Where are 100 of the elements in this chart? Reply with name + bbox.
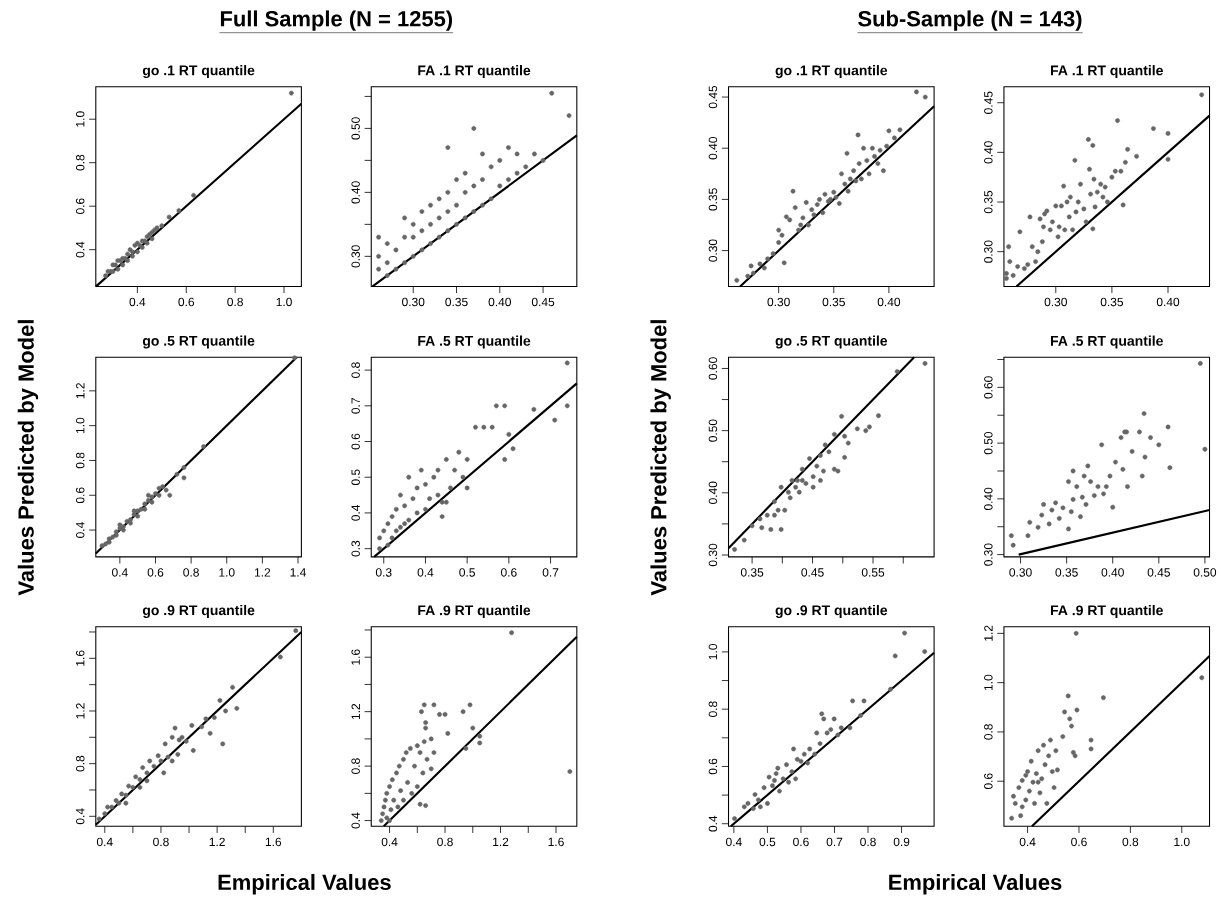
y-tick-label: 0.5: [351, 469, 360, 486]
x-tick-label: 0.6: [1071, 837, 1087, 847]
x-tick-label: 1.2: [209, 837, 225, 846]
x-tick-label: 0.4: [129, 297, 146, 307]
y-tick-label: 1.2: [76, 703, 85, 719]
chart-title: FA .5 RT quantile: [1051, 335, 1163, 349]
y-tick-label: 0.6: [75, 198, 85, 214]
y-tick-label: 0.45: [708, 85, 718, 109]
y-tick-label: 0.60: [984, 376, 993, 399]
y-tick-label: 0.35: [708, 188, 718, 211]
x-tick-label: 1.2: [493, 837, 509, 846]
chart-title: FA .9 RT quantile: [1051, 604, 1163, 618]
y-tick-label: 0.4: [351, 812, 360, 829]
x-tick-label: 0.35: [740, 568, 764, 577]
y-tick-label: 1.0: [75, 417, 85, 433]
chart-title: FA .5 RT quantile: [418, 335, 531, 349]
chart-title: FA .1 RT quantile: [418, 65, 531, 79]
text: Values Predicted by Model: [17, 320, 39, 596]
y-tick-label: 1.0: [708, 643, 718, 660]
y-tick-label: 0.6: [75, 487, 85, 504]
y-tick-label: 0.8: [75, 755, 85, 772]
text: Sub-Sample (N = 143): [858, 10, 1082, 31]
y-tick-label: 1.0: [75, 111, 85, 127]
y-tick-label: 0.40: [984, 141, 993, 164]
x-tick-label: 0.40: [488, 297, 511, 307]
x-tick-label: 0.4: [417, 568, 434, 577]
x-tick-label: 0.55: [861, 568, 885, 577]
x-tick-label: 0.4: [111, 568, 128, 577]
text: Empirical Values: [218, 873, 391, 895]
x-tick-label: 0.40: [1156, 297, 1180, 307]
y-tick-label: 0.30: [351, 245, 360, 268]
x-tick-label: 0.30: [402, 297, 425, 307]
chart-title: FA .1 RT quantile: [1051, 65, 1163, 79]
y-tick-label: 0.40: [708, 481, 718, 504]
y-tick-label: 0.3: [351, 540, 360, 557]
x-tick-label: 1.0: [1174, 837, 1190, 847]
y-tick-label: 0.40: [351, 181, 360, 204]
chart-title: go .1 RT quantile: [775, 64, 888, 79]
y-tick-label: 0.6: [984, 773, 993, 790]
x-tick-label: 0.45: [531, 297, 555, 307]
x-tick-label: 0.30: [767, 297, 790, 307]
y-tick-label: 0.4: [75, 522, 85, 538]
y-tick-label: 1.0: [984, 674, 993, 690]
text: Empirical Values: [889, 873, 1062, 895]
y-tick-label: 0.8: [351, 362, 360, 378]
x-tick-label: 0.6: [500, 568, 517, 577]
x-tick-label: 1.4: [290, 568, 306, 577]
x-tick-label: 1.2: [254, 568, 271, 577]
y-tick-label: 1.6: [351, 649, 360, 665]
x-tick-label: 0.40: [877, 297, 901, 307]
x-tick-label: 1.0: [276, 297, 292, 307]
x-tick-label: 0.8: [153, 837, 169, 847]
x-tick-label: 0.6: [147, 568, 164, 577]
y-tick-label: 1.6: [75, 650, 85, 666]
x-tick-label: 0.4: [1019, 837, 1036, 847]
chart-title: go .9 RT quantile: [142, 604, 255, 618]
y-tick-label: 0.35: [984, 190, 993, 214]
y-tick-label: 0.60: [708, 357, 718, 380]
chart-title: go .5 RT quantile: [775, 335, 888, 349]
y-tick-label: 0.8: [984, 724, 993, 740]
x-tick-label: 0.3: [375, 568, 392, 577]
x-tick-label: 0.45: [1147, 568, 1170, 577]
y-tick-label: 1.2: [984, 625, 993, 641]
x-tick-label: 0.7: [826, 837, 843, 847]
text: Full Sample (N = 1255): [220, 10, 453, 31]
y-tick-label: 0.8: [75, 154, 85, 171]
x-tick-label: 1.6: [548, 837, 564, 847]
y-tick-label: 0.4: [75, 241, 85, 258]
x-tick-label: 0.30: [1044, 297, 1067, 307]
x-tick-label: 0.30: [1009, 568, 1032, 577]
x-tick-label: 0.7: [542, 568, 559, 577]
y-tick-label: 0.30: [984, 240, 993, 263]
x-tick-label: 0.5: [459, 568, 475, 577]
x-tick-label: 0.50: [1193, 568, 1217, 577]
x-tick-label: 0.4: [96, 837, 113, 847]
y-tick-label: 0.8: [351, 758, 360, 774]
y-tick-label: 0.4: [351, 504, 360, 521]
y-tick-label: 0.6: [708, 758, 718, 775]
x-tick-label: 0.6: [793, 837, 809, 847]
y-tick-label: 1.2: [351, 703, 360, 720]
y-tick-label: 0.8: [75, 452, 85, 469]
x-tick-label: 0.4: [381, 837, 398, 847]
x-tick-label: 0.45: [801, 568, 824, 577]
chart-title: go .9 RT quantile: [775, 604, 888, 618]
y-tick-label: 0.40: [984, 487, 993, 511]
y-tick-label: 0.45: [984, 91, 993, 114]
y-tick-label: 0.50: [351, 117, 360, 140]
chart-title: FA .9 RT quantile: [418, 604, 531, 618]
x-tick-label: 0.35: [822, 297, 845, 307]
x-tick-label: 0.8: [437, 837, 453, 847]
x-tick-label: 0.40: [1101, 568, 1124, 577]
y-tick-label: 0.30: [708, 239, 718, 262]
y-tick-label: 0.50: [708, 419, 718, 442]
x-tick-label: 0.35: [1055, 568, 1078, 577]
chart-title: go .1 RT quantile: [142, 64, 255, 79]
y-tick-label: 0.40: [708, 136, 718, 160]
x-tick-label: 1.6: [265, 837, 282, 847]
x-tick-label: 0.6: [178, 297, 195, 307]
x-tick-label: 0.35: [445, 297, 468, 307]
x-tick-label: 0.8: [1122, 837, 1139, 847]
